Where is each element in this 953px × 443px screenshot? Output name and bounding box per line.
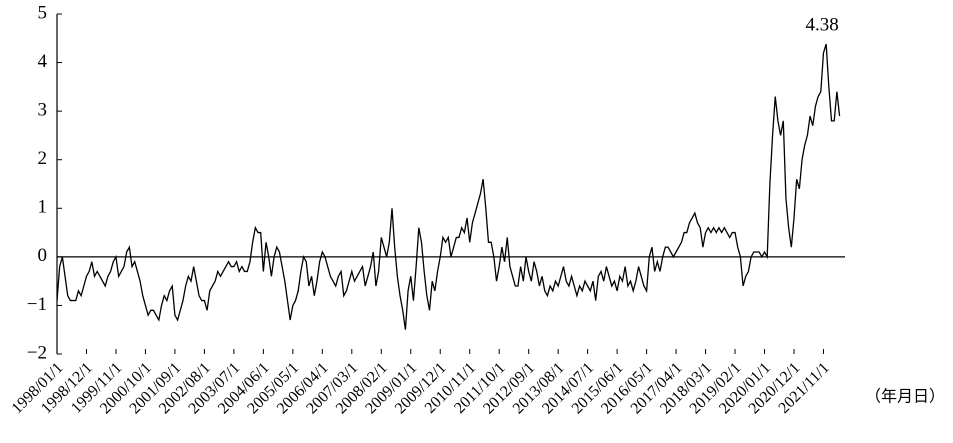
y-tick-label: 1 <box>38 197 48 218</box>
y-tick-label: 0 <box>38 245 48 266</box>
y-tick-label: 4 <box>38 51 48 72</box>
x-axis-label: （年月日） <box>865 388 945 406</box>
y-tick-label: −2 <box>27 342 47 363</box>
y-tick-label: 3 <box>38 100 48 121</box>
peak-label: 4.38 <box>806 14 839 35</box>
y-tick-label: 5 <box>38 2 48 23</box>
y-tick-label: 2 <box>38 148 48 169</box>
y-tick-label: −1 <box>27 294 47 315</box>
series-line <box>56 43 841 330</box>
